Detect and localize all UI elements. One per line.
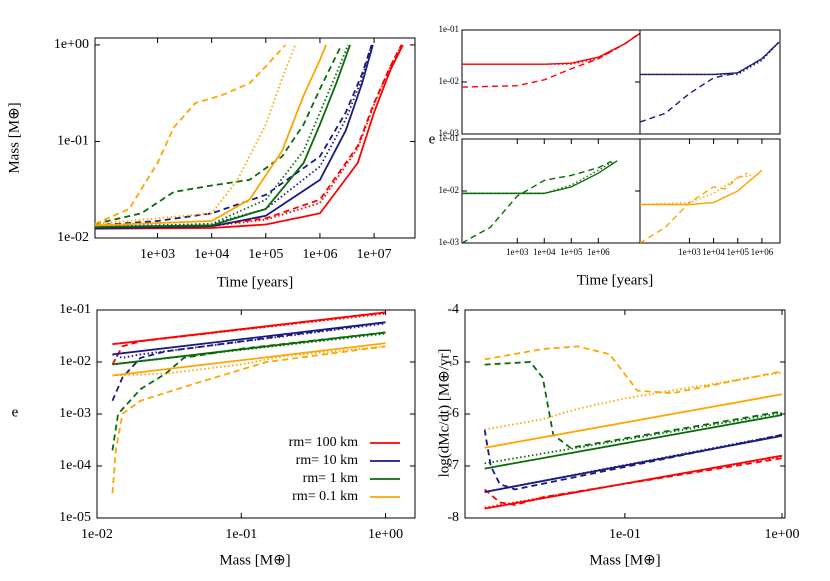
x-tick-label: 1e+00 (764, 527, 799, 542)
series-line (484, 393, 783, 449)
x-tick-label: 1e+04 (702, 247, 725, 257)
series-line (112, 332, 386, 366)
x-axis-label: Mass [M⊕] (589, 552, 660, 568)
y-tick-label: 1e-05 (59, 510, 91, 525)
series-line (483, 429, 783, 491)
series-line (95, 44, 287, 225)
series-line (484, 371, 783, 431)
y-tick-label: 1e+00 (54, 37, 89, 52)
y-tick-label: 1e-02 (439, 76, 460, 86)
series-group (462, 33, 640, 88)
series-line (95, 44, 404, 230)
x-tick-label: 1e+06 (751, 247, 774, 257)
x-axis-label: Mass [M⊕] (219, 552, 290, 568)
y-tick-label: -7 (447, 458, 459, 473)
y-tick-label: 1e-03 (439, 128, 460, 138)
series-line (640, 41, 780, 76)
y-tick-label: 1e-02 (57, 230, 89, 245)
series-line (640, 41, 780, 76)
series-group (483, 345, 783, 510)
y-tick-label: -5 (447, 354, 459, 369)
y-tick-label: -4 (447, 302, 459, 317)
series-group (640, 169, 763, 243)
plot-frame (639, 29, 781, 135)
y-tick-label: 1e-01 (57, 134, 89, 149)
series-line (640, 172, 748, 243)
series-line (640, 41, 780, 123)
series-line (484, 414, 783, 470)
x-tick-label: 1e+04 (194, 247, 229, 262)
y-axis-label: e (12, 404, 19, 420)
series-line (484, 345, 783, 395)
series-line (640, 174, 752, 206)
y-tick-label: 1e-02 (59, 354, 91, 369)
series-line (95, 44, 373, 227)
series-line (95, 44, 343, 225)
y-tick-label: 1e-03 (59, 406, 91, 421)
y-tick-label: -8 (447, 510, 459, 525)
y-tick-label: -6 (447, 406, 459, 421)
x-axis-label: Time [years] (217, 274, 294, 290)
y-tick-label: 1e-03 (439, 237, 460, 247)
series-line (484, 457, 783, 506)
x-tick-label: 1e+06 (302, 247, 337, 262)
series-line (95, 44, 351, 228)
series-group (462, 160, 618, 243)
x-tick-label: 1e+00 (368, 527, 403, 542)
y-axis-label: Mass [M⊕] (6, 102, 22, 173)
series-line (111, 345, 386, 494)
plot-frame (461, 29, 641, 135)
legend-label: rm= 10 km (296, 453, 358, 468)
series-line (462, 33, 640, 88)
series-line (112, 322, 386, 359)
y-tick-label: 1e-01 (439, 133, 460, 143)
series-line (95, 44, 374, 230)
series-line (95, 44, 327, 227)
legend-label: rm= 0.1 km (292, 489, 358, 504)
y-tick-label: 1e-01 (59, 302, 91, 317)
series-line (462, 33, 640, 65)
series-line (95, 44, 297, 225)
x-tick-label: 1e+07 (357, 247, 392, 262)
x-tick-label: 1e-02 (81, 527, 113, 542)
series-group (95, 44, 404, 230)
plot-frame (94, 37, 416, 239)
y-tick-label: 1e-02 (439, 185, 460, 195)
series-line (484, 433, 783, 493)
x-tick-label: 1e+03 (506, 247, 529, 257)
legend-label: rm= 100 km (289, 435, 358, 450)
series-line (640, 169, 763, 206)
plot-frame (639, 138, 781, 244)
series-group (111, 311, 386, 494)
series-line (112, 345, 386, 377)
y-axis-label: e (429, 131, 436, 147)
x-tick-label: 1e-01 (609, 527, 641, 542)
x-tick-label: 1e+06 (587, 247, 610, 257)
x-tick-label: 1e+05 (560, 247, 583, 257)
series-line (95, 44, 349, 228)
x-tick-label: 1e+04 (533, 247, 556, 257)
series-group (640, 41, 780, 123)
x-tick-label: 1e+03 (678, 247, 701, 257)
legend-label: rm= 1 km (303, 471, 358, 486)
x-tick-label: 1e+05 (248, 247, 283, 262)
x-tick-label: 1e+05 (726, 247, 749, 257)
series-line (95, 44, 403, 228)
y-tick-label: 1e-04 (59, 458, 91, 473)
y-axis-label: log(dMc/dt) [M⊕/yr] (436, 349, 452, 478)
y-tick-label: 1e-01 (439, 24, 460, 34)
series-line (462, 160, 618, 195)
series-line (111, 321, 386, 402)
x-axis-label: Time [years] (577, 272, 654, 288)
series-line (462, 33, 640, 65)
series-line (462, 160, 612, 243)
series-line (112, 312, 386, 346)
x-tick-label: 1e-01 (225, 527, 257, 542)
series-line (484, 361, 783, 449)
x-tick-label: 1e+03 (140, 247, 175, 262)
series-line (112, 342, 386, 377)
